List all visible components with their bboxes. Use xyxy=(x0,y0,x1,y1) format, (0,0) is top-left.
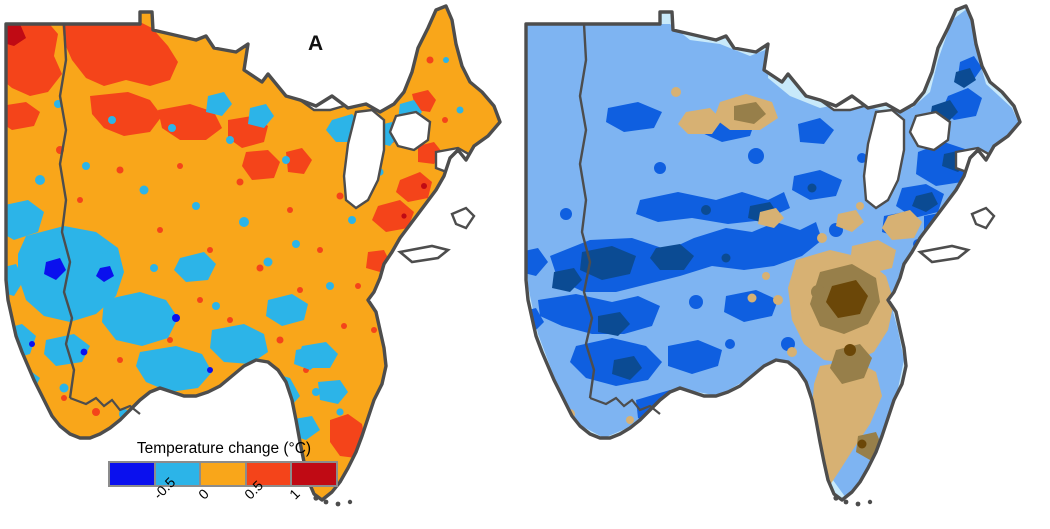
swatch-temp-1 xyxy=(155,463,200,485)
tick-temp-3: 1 xyxy=(286,485,304,503)
precipitation-map xyxy=(524,4,1022,507)
swatch-temp-4 xyxy=(292,463,336,485)
temperature-legend-title: Temperature change (°C) xyxy=(136,440,312,457)
temperature-legend: Temperature change (°C) -0.5 0 0.5 1 xyxy=(108,440,338,529)
panel-label-a: A xyxy=(308,32,324,55)
temperature-tick-labels: -0.5 0 0.5 1 xyxy=(108,474,338,529)
swatch-temp-2 xyxy=(201,463,245,485)
tick-temp-1: 0 xyxy=(195,485,213,503)
temperature-color-bar xyxy=(108,461,338,487)
temperature-map xyxy=(4,4,502,507)
panel-precipitation: B Precipitation change (mm) -100 -50 0 5… xyxy=(520,0,1050,521)
panel-temperature: A Temperature change (°C) -0.5 0 0.5 1 xyxy=(0,0,520,521)
swatch-temp-3 xyxy=(246,463,291,485)
swatch-temp-0 xyxy=(110,463,154,485)
